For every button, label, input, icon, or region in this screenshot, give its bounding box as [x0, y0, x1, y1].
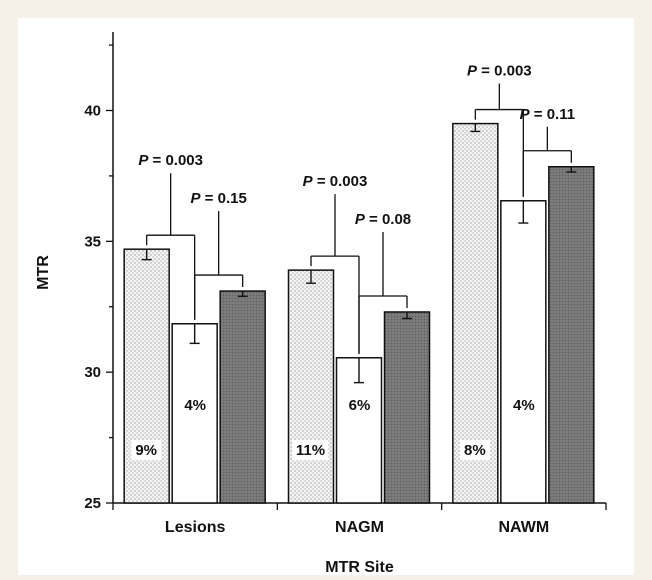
- bar-nawm-3: [548, 166, 595, 504]
- bar-nagm-3: [383, 311, 431, 504]
- percent-label: 6%: [349, 397, 371, 414]
- y-tick-label: 25: [84, 495, 101, 512]
- percent-label: 4%: [513, 397, 535, 414]
- percent-label: 4%: [184, 397, 206, 414]
- bar-lesions-3: [219, 290, 266, 504]
- p-value-label: P = 0.003: [303, 173, 368, 190]
- y-tick-label: 40: [84, 103, 101, 120]
- bar-nagm-1: [287, 269, 335, 504]
- percent-label-bg: [344, 395, 375, 415]
- y-tick-label: 35: [84, 233, 101, 250]
- x-axis-title: MTR Site: [325, 559, 394, 575]
- y-tick-label: 30: [84, 364, 101, 381]
- p-value-label: P = 0.003: [467, 63, 532, 80]
- bar-chart: 25 30 35 40 Lesions NAGM NAWM MTR Site MTR P = 0.…: [35, 32, 607, 576]
- p-value-label: P = 0.08: [355, 211, 411, 228]
- x-category-label: NAWM: [499, 519, 550, 536]
- p-value-label: P = 0.11: [520, 106, 575, 123]
- percent-label-bg: [292, 440, 329, 460]
- bar-nawm-1: [452, 122, 499, 504]
- p-value-label: P = 0.15: [191, 190, 247, 207]
- percent-label-bg: [131, 440, 162, 460]
- percent-label: 9%: [135, 442, 157, 459]
- percent-label-bg: [459, 440, 490, 460]
- annotations-layer: [146, 83, 572, 354]
- x-category-label: NAGM: [335, 519, 384, 536]
- labels-layer: 25 30 35 40 Lesions NAGM NAWM MTR Site MTR P = 0.…: [35, 63, 575, 576]
- percent-label-bg: [180, 395, 211, 415]
- x-category-label: Lesions: [165, 519, 226, 536]
- bar-nawm-2: [500, 200, 547, 504]
- y-axis-title: MTR: [35, 255, 52, 290]
- percent-label: 8%: [464, 442, 486, 459]
- bar-lesions-1: [123, 248, 170, 504]
- percent-label: 11%: [296, 442, 325, 459]
- chart-frame: 25 30 35 40 Lesions NAGM NAWM MTR Site MTR P = 0.…: [18, 18, 634, 576]
- percent-label-bg: [508, 395, 539, 415]
- p-value-label: P = 0.003: [138, 152, 203, 169]
